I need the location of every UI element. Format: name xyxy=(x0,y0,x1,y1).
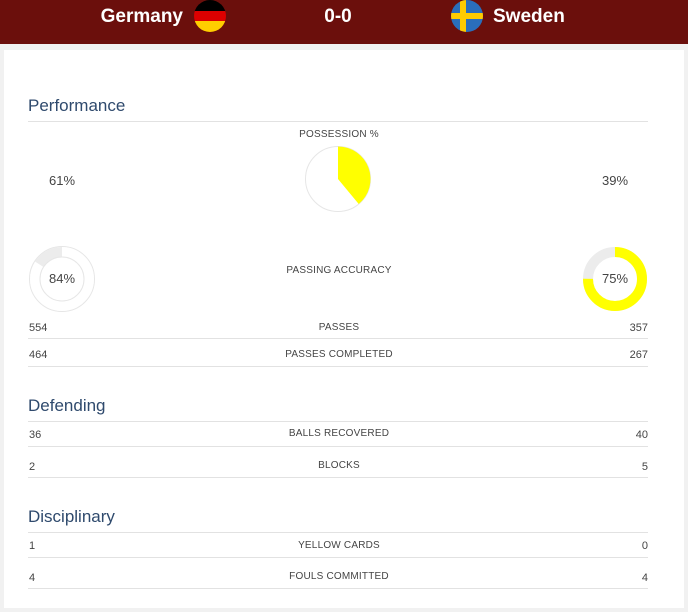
blocks-away-value: 5 xyxy=(641,461,648,473)
away-team-name[interactable]: Sweden xyxy=(493,6,565,27)
passing-accuracy-home-arc xyxy=(30,247,94,311)
divider xyxy=(28,532,648,533)
divider xyxy=(28,366,648,367)
match-stats-card: Performance POSSESSION % 61% 39% PASSING… xyxy=(4,50,684,608)
match-header: Germany 0-0 Sweden xyxy=(0,0,688,44)
passes-label: PASSES xyxy=(318,322,360,333)
passing-accuracy-label: PASSING ACCURACY xyxy=(286,265,392,276)
performance-section-title: Performance xyxy=(28,96,126,115)
balls-recovered-home-value: 36 xyxy=(29,429,42,441)
donut-inner-ring xyxy=(39,256,85,302)
germany-flag-icon xyxy=(194,0,226,32)
divider xyxy=(28,421,648,422)
donut-outer-ring xyxy=(29,246,95,312)
balls-recovered-label: BALLS RECOVERED xyxy=(288,428,390,439)
possession-away-value: 39% xyxy=(602,173,629,188)
passing-accuracy-home-value: 84% xyxy=(48,271,76,286)
divider xyxy=(28,338,648,339)
passes-away-value: 357 xyxy=(629,322,648,334)
passes-completed-away-value: 267 xyxy=(629,349,648,361)
yellow-cards-label: YELLOW CARDS xyxy=(298,540,380,551)
sweden-flag-icon xyxy=(451,0,483,32)
passing-accuracy-away-donut xyxy=(583,247,647,311)
fouls-committed-away-value: 4 xyxy=(641,572,648,584)
yellow-cards-away-value: 0 xyxy=(641,540,648,552)
divider xyxy=(28,588,648,589)
match-score: 0-0 xyxy=(324,6,352,27)
fouls-committed-home-value: 4 xyxy=(29,572,36,584)
divider xyxy=(28,121,648,122)
passing-accuracy-away-arc xyxy=(583,247,647,311)
possession-label: POSSESSION % xyxy=(299,129,379,140)
blocks-home-value: 2 xyxy=(29,461,36,473)
disciplinary-section-title: Disciplinary xyxy=(28,507,115,526)
passing-accuracy-home-donut xyxy=(29,246,95,312)
home-team-name[interactable]: Germany xyxy=(100,6,183,27)
defending-section-title: Defending xyxy=(28,396,106,415)
passes-completed-home-value: 464 xyxy=(29,349,48,361)
divider xyxy=(28,477,648,478)
possession-home-value: 61% xyxy=(49,173,76,188)
passes-home-value: 554 xyxy=(29,322,48,334)
possession-pie-chart xyxy=(305,146,371,212)
yellow-cards-home-value: 1 xyxy=(29,540,36,552)
passing-accuracy-away-value: 75% xyxy=(601,271,629,286)
blocks-label: BLOCKS xyxy=(318,460,360,471)
balls-recovered-away-value: 40 xyxy=(635,429,648,441)
passes-completed-label: PASSES COMPLETED xyxy=(285,349,393,360)
divider xyxy=(28,446,648,447)
possession-away-slice xyxy=(338,146,371,205)
divider xyxy=(28,557,648,558)
fouls-committed-label: FOULS COMMITTED xyxy=(289,571,389,582)
